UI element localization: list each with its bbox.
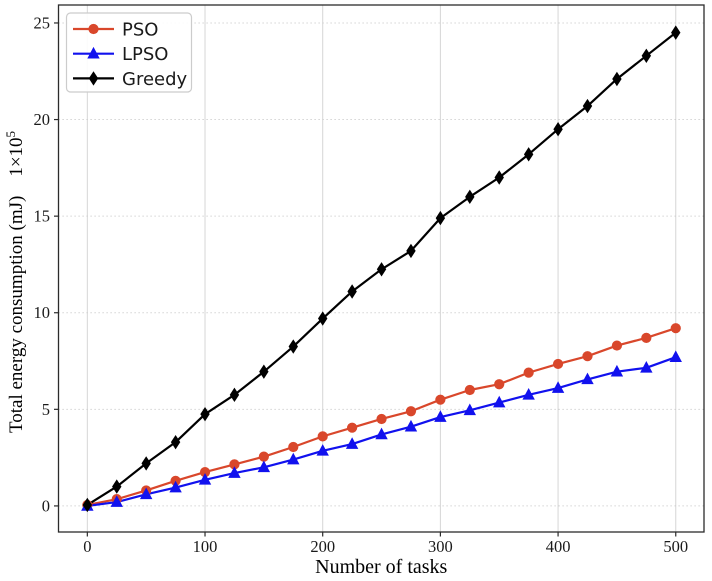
data-point-marker [82,497,93,513]
x-tick-label: 500 [663,537,688,556]
data-point-marker [612,71,622,87]
data-point-marker [259,364,269,379]
data-point-marker [463,403,477,416]
legend-marker-diamond-thin-icon [88,71,99,86]
data-point-marker [376,262,387,277]
data-point-marker [435,210,446,226]
data-point-marker [493,395,506,408]
data-point-marker [552,358,564,370]
legend-marker-triangle-up-icon [87,46,100,59]
data-point-marker [347,422,358,433]
legend-box [65,12,193,93]
data-point-marker [553,122,563,137]
data-point-marker [610,364,624,377]
data-point-marker [170,434,181,450]
legend-label: LPSO [122,44,168,65]
plot-border [57,4,705,533]
data-point-marker [465,189,475,205]
data-point-marker [199,467,211,478]
data-point-marker [611,340,623,351]
data-point-marker [200,406,210,422]
data-point-marker [523,367,534,378]
data-point-marker [375,427,388,440]
y-tick-label: 25 [34,13,51,32]
data-point-marker [551,381,565,393]
data-point-marker [287,452,300,465]
series-markers-greedy [82,25,681,513]
legend-item-pso: PSO [73,20,158,41]
legend-item-greedy: Greedy [73,69,188,90]
data-point-marker [139,487,153,500]
data-point-marker [640,360,653,373]
data-point-marker [288,339,298,354]
data-point-marker [345,437,359,449]
data-point-marker [405,406,417,417]
data-point-marker [257,460,271,473]
x-tick-label: 200 [310,537,335,556]
data-point-marker [316,444,329,456]
x-tick-label: 400 [546,537,571,556]
data-point-marker [228,466,241,478]
axis-ticks: 0 100 200 300 400 500 0 5 10 15 20 25 [34,13,689,556]
x-tick-label: 300 [428,537,453,556]
data-point-marker [258,451,269,462]
data-point-marker [582,98,593,114]
data-point-marker [641,48,652,64]
data-point-marker [641,332,652,343]
data-point-marker [671,25,681,40]
legend-item-lpso: LPSO [73,44,168,65]
data-point-marker [288,441,299,453]
y-tick-label: 10 [34,303,51,322]
legend: PSO LPSO Greedy [65,12,193,93]
legend-marker-circle-icon [88,23,99,35]
data-point-marker [522,388,535,400]
data-point-marker [523,147,534,162]
data-point-marker [581,372,594,385]
data-point-marker [404,419,418,432]
y-axis-exponent: 5 [3,131,18,138]
data-point-marker [406,243,416,259]
data-point-marker [494,170,504,185]
y-tick-label: 5 [42,400,50,419]
legend-label: PSO [122,20,158,41]
y-tick-label: 0 [42,496,50,515]
data-point-marker [110,495,123,507]
data-point-marker [376,413,387,425]
data-point-marker [435,394,446,405]
data-point-marker [670,323,681,334]
x-tick-label: 100 [193,537,218,556]
data-point-marker [464,384,475,396]
x-axis-label: Number of tasks [315,556,447,578]
y-tick-label: 20 [34,110,51,129]
series-markers-lpso [81,350,682,511]
x-tick-label: 0 [83,537,91,556]
gridlines [58,5,704,532]
data-point-marker [229,387,240,403]
y-axis-label-text: Total energy consumption (mJ) 1×10 [6,137,27,433]
legend-label: Greedy [122,69,188,90]
data-point-marker [434,410,447,422]
data-point-marker [317,431,328,442]
y-tick-label: 15 [34,207,51,226]
data-point-marker [669,350,682,362]
data-point-marker [112,479,122,494]
data-point-marker [169,480,182,493]
data-point-marker [347,284,357,299]
data-point-marker [141,456,151,471]
data-point-marker [198,473,212,485]
data-point-marker [229,459,240,470]
data-point-marker [582,351,593,362]
series-markers-pso [82,323,681,511]
data-point-marker [494,379,505,390]
y-axis-label: Total energy consumption (mJ) 1×105 [3,131,27,433]
data-point-marker [318,311,328,326]
